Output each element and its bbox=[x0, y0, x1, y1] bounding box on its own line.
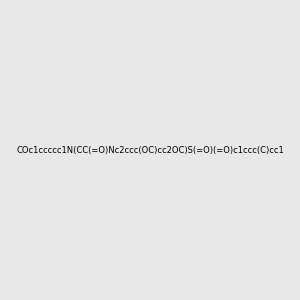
Text: COc1ccccc1N(CC(=O)Nc2ccc(OC)cc2OC)S(=O)(=O)c1ccc(C)cc1: COc1ccccc1N(CC(=O)Nc2ccc(OC)cc2OC)S(=O)(… bbox=[16, 146, 284, 154]
